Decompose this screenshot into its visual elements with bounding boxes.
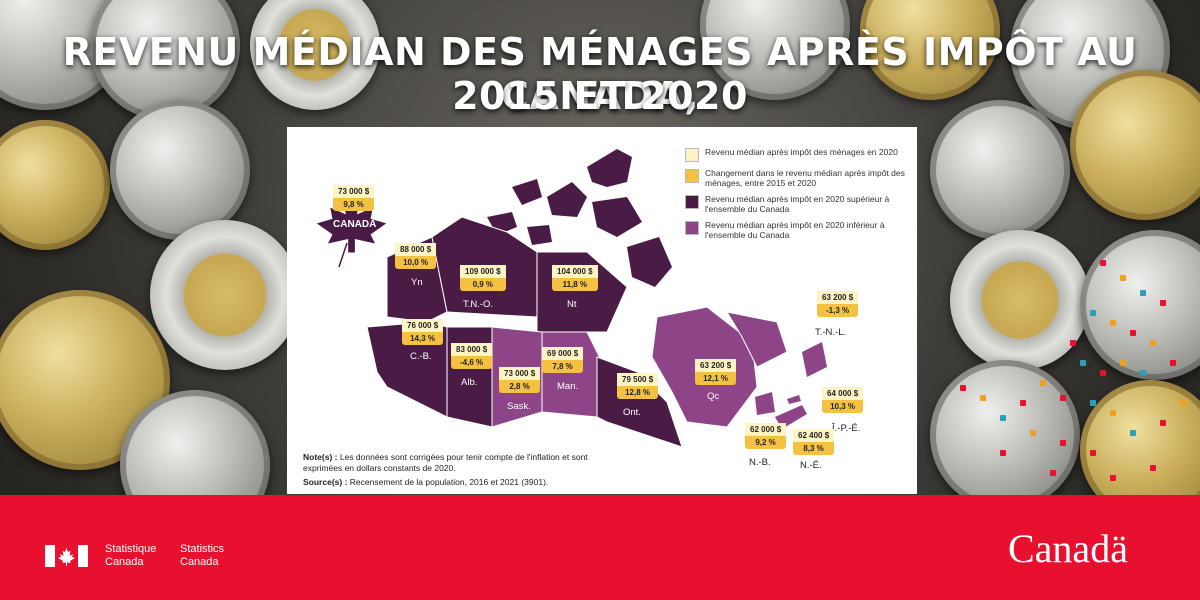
statcan-fr-line2: Canada bbox=[105, 556, 144, 568]
region-value: 104 000 $ bbox=[552, 265, 598, 278]
page-title-line1: REVENU MÉDIAN DES MÉNAGES APRÈS IMPÔT AU… bbox=[62, 30, 1138, 118]
region-badge-ne: 62 400 $ 8,3 % bbox=[793, 429, 835, 455]
region-value: 63 200 $ bbox=[817, 291, 859, 304]
region-badge-yn: 88 000 $ 10,0 % bbox=[395, 243, 437, 269]
legend-label: Changement dans le revenu médian après i… bbox=[705, 168, 905, 188]
legend-item-value: Revenu médian après impôt des ménages en… bbox=[685, 147, 910, 162]
legend-item-below: Revenu médian après impôt en 2020 inféri… bbox=[685, 220, 910, 240]
notes-block: Note(s) : Les données sont corrigées pou… bbox=[303, 452, 603, 488]
region-value: 62 000 $ bbox=[745, 423, 787, 436]
legend-item-change: Changement dans le revenu médian après i… bbox=[685, 168, 910, 188]
region-badge-tnl: 63 200 $ -1,3 % bbox=[817, 291, 859, 317]
region-label-sask: Sask. bbox=[507, 401, 531, 412]
note-label: Note(s) : bbox=[303, 452, 338, 462]
canada-flag-icon bbox=[45, 545, 88, 567]
region-change: 8,3 % bbox=[793, 442, 835, 455]
canada-label: CANADA bbox=[333, 219, 377, 230]
region-change: 7,8 % bbox=[542, 360, 584, 373]
region-label-alb: Alb. bbox=[461, 377, 478, 388]
region-change: 10,0 % bbox=[395, 256, 437, 269]
note-text: Les données sont corrigées pour tenir co… bbox=[303, 452, 588, 473]
region-badge-qc: 63 200 $ 12,1 % bbox=[695, 359, 737, 385]
region-label-man: Man. bbox=[557, 381, 579, 392]
maple-leaf-icon bbox=[316, 185, 387, 253]
map-legend: Revenu médian après impôt des ménages en… bbox=[685, 147, 910, 246]
statcan-en[interactable]: Statistics Canada bbox=[180, 543, 224, 569]
region-label-ont: Ont. bbox=[623, 407, 641, 418]
legend-swatch bbox=[685, 195, 699, 209]
region-badge-man: 69 000 $ 7,8 % bbox=[542, 347, 584, 373]
legend-item-above: Revenu médian après impôt en 2020 supéri… bbox=[685, 194, 910, 214]
region-label-tnl: T.-N.-L. bbox=[815, 327, 847, 338]
region-badge-cb: 76 000 $ 14,3 % bbox=[402, 319, 444, 345]
region-change: 0,9 % bbox=[460, 278, 506, 291]
legend-swatch bbox=[685, 221, 699, 235]
canada-change: 9,8 % bbox=[333, 198, 375, 211]
region-value: 73 000 $ bbox=[499, 367, 541, 380]
region-badge-nt: 104 000 $ 11,8 % bbox=[552, 265, 598, 291]
coin-background bbox=[0, 0, 1200, 495]
legend-label: Revenu médian après impôt en 2020 inféri… bbox=[705, 220, 885, 240]
region-badge-nb: 62 000 $ 9,2 % bbox=[745, 423, 787, 449]
region-change: -1,3 % bbox=[817, 304, 859, 317]
region-label-ne: N.-É. bbox=[800, 460, 822, 471]
legend-swatch bbox=[685, 169, 699, 183]
region-label-tno: T.N.-O. bbox=[463, 299, 494, 310]
region-change: 10,3 % bbox=[822, 400, 864, 413]
region-label-nt: Nt bbox=[567, 299, 577, 310]
region-badge-sask: 73 000 $ 2,8 % bbox=[499, 367, 541, 393]
region-change: 11,8 % bbox=[552, 278, 598, 291]
region-badge-ont: 79 500 $ 12,8 % bbox=[617, 373, 659, 399]
region-change: 12,8 % bbox=[617, 386, 659, 399]
region-badge-alb: 83 000 $ -4,6 % bbox=[451, 343, 493, 369]
canada-value: 73 000 $ bbox=[333, 185, 375, 198]
region-value: 88 000 $ bbox=[395, 243, 437, 256]
page-title-line2: 2015 ET 2020 bbox=[452, 74, 748, 118]
region-value: 64 000 $ bbox=[822, 387, 864, 400]
statcan-en-line1: Statistics bbox=[180, 543, 225, 555]
region-value: 79 500 $ bbox=[617, 373, 659, 386]
statcan-fr[interactable]: Statistique Canada bbox=[105, 543, 156, 569]
region-value: 62 400 $ bbox=[793, 429, 835, 442]
region-label-ipe: Î.-P.-É. bbox=[832, 423, 861, 434]
footer-bar bbox=[0, 495, 1200, 600]
source-text: Recensement de la population, 2016 et 20… bbox=[349, 477, 549, 487]
canada-badge: 73 000 $ 9,8 % bbox=[333, 185, 375, 211]
region-label-qc: Qc bbox=[707, 391, 720, 402]
statcan-fr-line1: Statistique bbox=[105, 543, 157, 555]
region-badge-tno: 109 000 $ 0,9 % bbox=[460, 265, 506, 291]
canada-wordmark: Canadä bbox=[1008, 526, 1128, 571]
region-value: 63 200 $ bbox=[695, 359, 737, 372]
region-change: 2,8 % bbox=[499, 380, 541, 393]
region-value: 76 000 $ bbox=[402, 319, 444, 332]
region-badge-ipe: 64 000 $ 10,3 % bbox=[822, 387, 864, 413]
region-change: 12,1 % bbox=[695, 372, 737, 385]
region-change: 14,3 % bbox=[402, 332, 444, 345]
region-value: 83 000 $ bbox=[451, 343, 493, 356]
legend-label: Revenu médian après impôt en 2020 supéri… bbox=[705, 194, 890, 214]
region-change: -4,6 % bbox=[451, 356, 493, 369]
region-value: 69 000 $ bbox=[542, 347, 584, 360]
region-label-nb: N.-B. bbox=[749, 457, 771, 468]
legend-label: Revenu médian après impôt des ménages en… bbox=[705, 147, 898, 157]
region-label-cb: C.-B. bbox=[410, 351, 432, 362]
region-label-yn: Yn bbox=[411, 277, 423, 288]
region-value: 109 000 $ bbox=[460, 265, 506, 278]
map-panel: Revenu médian après impôt des ménages en… bbox=[287, 127, 917, 494]
region-change: 9,2 % bbox=[745, 436, 787, 449]
legend-swatch bbox=[685, 148, 699, 162]
source-label: Source(s) : bbox=[303, 477, 348, 487]
statcan-en-line2: Canada bbox=[180, 556, 219, 568]
